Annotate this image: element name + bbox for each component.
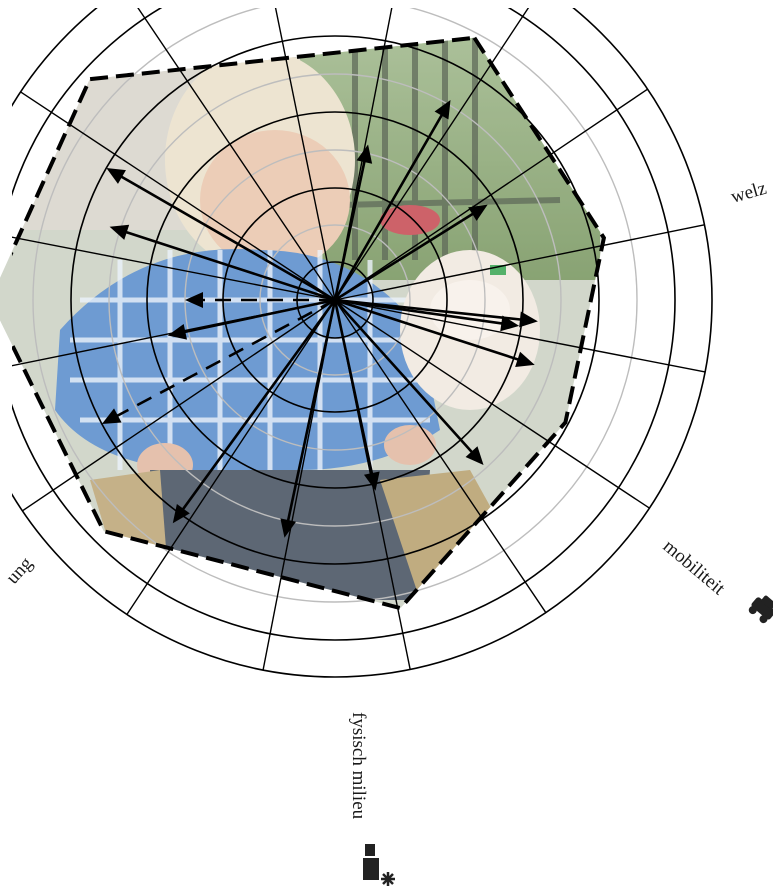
radar-spoke — [334, 299, 706, 373]
car-icon — [748, 595, 773, 624]
radar-arrows — [101, 99, 538, 538]
label-welzijn: welz — [729, 178, 769, 208]
radar-arrow — [167, 298, 336, 340]
radar-arrow — [172, 299, 337, 524]
label-left-axis: ung — [2, 553, 37, 589]
radar-spoke — [334, 299, 650, 509]
radar-arrow — [333, 99, 451, 301]
radar-spoke — [137, 8, 336, 301]
radar-spoke — [334, 88, 648, 301]
radar-spoke — [20, 91, 336, 301]
radar-spoke — [334, 8, 530, 301]
radar-spoke — [12, 236, 336, 301]
radar-arrow — [333, 299, 380, 491]
radar-ring — [146, 111, 524, 489]
radar-arrow — [334, 298, 520, 332]
radar-ring — [70, 35, 600, 565]
radar-ring — [108, 73, 562, 527]
radar-ring — [12, 8, 676, 641]
radar-ring — [259, 224, 411, 376]
radar-rings — [12, 8, 713, 678]
label-mobiliteit: mobiliteit — [659, 536, 730, 600]
radar-arrow — [106, 168, 336, 302]
radar-spoke — [126, 299, 336, 615]
label-fysisch-milieu: fysisch milieu — [348, 712, 369, 820]
radar-arrow — [334, 298, 535, 367]
radar-spoke — [274, 8, 336, 301]
radar-arrow — [101, 298, 336, 424]
radar-ring — [12, 8, 713, 678]
radar-arrow — [280, 299, 337, 538]
radar-arrow — [185, 292, 335, 308]
radar-arrow — [334, 204, 488, 302]
radar-spoke — [334, 224, 705, 301]
score-polygon — [12, 35, 607, 611]
radar-ring — [32, 8, 638, 603]
radar-spoke — [334, 299, 547, 613]
radar-arrow — [334, 299, 484, 465]
factory-icon — [363, 844, 395, 886]
radar-arrow — [333, 144, 373, 301]
radar-arrow — [109, 224, 336, 302]
